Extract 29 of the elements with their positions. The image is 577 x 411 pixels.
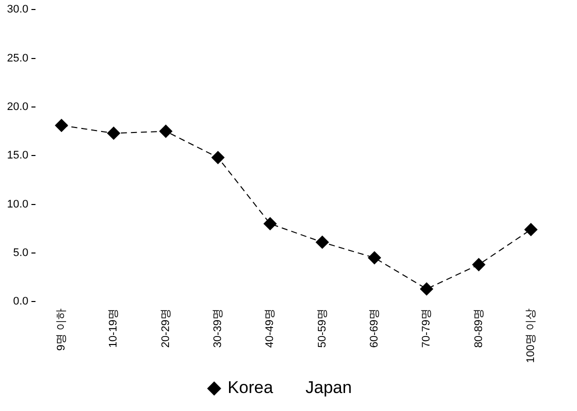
x-tick-label: 10-19명 [108,308,120,348]
point [368,251,381,264]
x-tick-label: 60-69명 [368,308,380,348]
y-tick-label: 0.0 [13,296,28,308]
x-tick-label: 40-49명 [264,308,276,348]
x-tick-label: 20-29명 [160,308,172,348]
y-tick-label: 20.0 [6,100,28,113]
x-tick-label: 9명 이하 [56,308,68,351]
point [264,217,277,230]
legend-label: Korea [228,378,274,398]
y-tick-label: 5.0 [13,246,28,259]
y-tick-label: 10.0 [6,198,28,210]
x-tick-label: 30-39명 [212,308,224,348]
y-tick-label: 15.0 [6,150,28,162]
y-tick-label: 30.0 [6,4,28,16]
text: Japan [306,378,352,398]
x-tick-label: 70-79명 [420,308,433,348]
point [159,124,172,138]
x-tick-label: 80-89명 [472,308,485,348]
point [472,258,486,272]
point [211,151,224,164]
x-tick-label: 50-59명 [316,308,328,348]
point [107,126,120,140]
x-tick-label: 100명 이상 [524,308,537,364]
y-tick-label: 25.0 [6,52,28,64]
point [54,118,68,132]
point [420,282,434,296]
point [316,236,329,249]
point [524,223,538,236]
